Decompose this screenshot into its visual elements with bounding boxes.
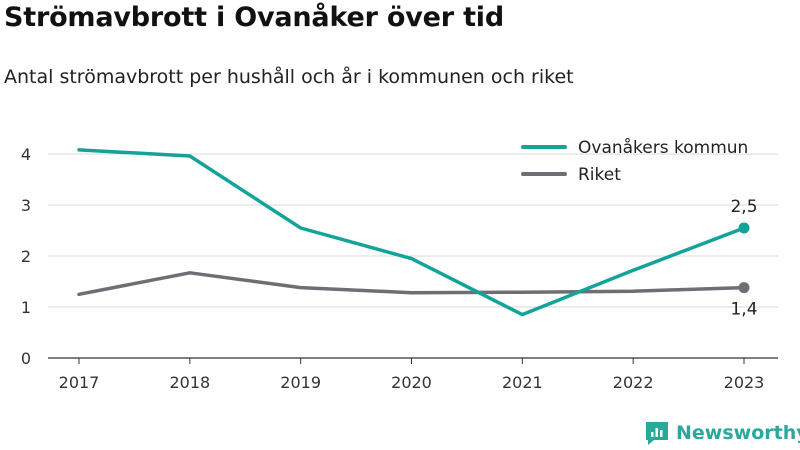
legend-label: Riket [578,165,621,185]
chart-title: Strömavbrott i Ovanåker över tid [4,2,504,33]
data-label: 1,4 [730,300,757,320]
y-tick-label: 4 [21,145,31,164]
data-label: 2,5 [730,197,757,217]
x-tick-label: 2020 [391,373,432,392]
x-tick-label: 2017 [59,373,100,392]
x-tick-label: 2022 [613,373,654,392]
y-tick-label: 2 [21,247,31,266]
x-tick-label: 2021 [502,373,543,392]
series-end-point [738,222,750,234]
x-tick-label: 2018 [169,373,210,392]
series-end-point [738,282,750,294]
newsworthy-logo: Newsworthy [644,420,800,446]
newsworthy-icon [646,422,668,445]
legend-label: Ovanåkers kommun [578,137,748,158]
y-tick-label: 3 [21,196,31,215]
y-tick-label: 0 [21,349,31,368]
x-tick-label: 2019 [280,373,321,392]
x-tick-label: 2023 [724,373,765,392]
series-line-ovanaker [77,148,746,317]
series-line-riket [77,271,746,297]
chart-subtitle: Antal strömavbrott per hushåll och år i … [4,66,574,88]
y-tick-label: 1 [21,298,31,317]
brand-label: Newsworthy [676,422,800,444]
